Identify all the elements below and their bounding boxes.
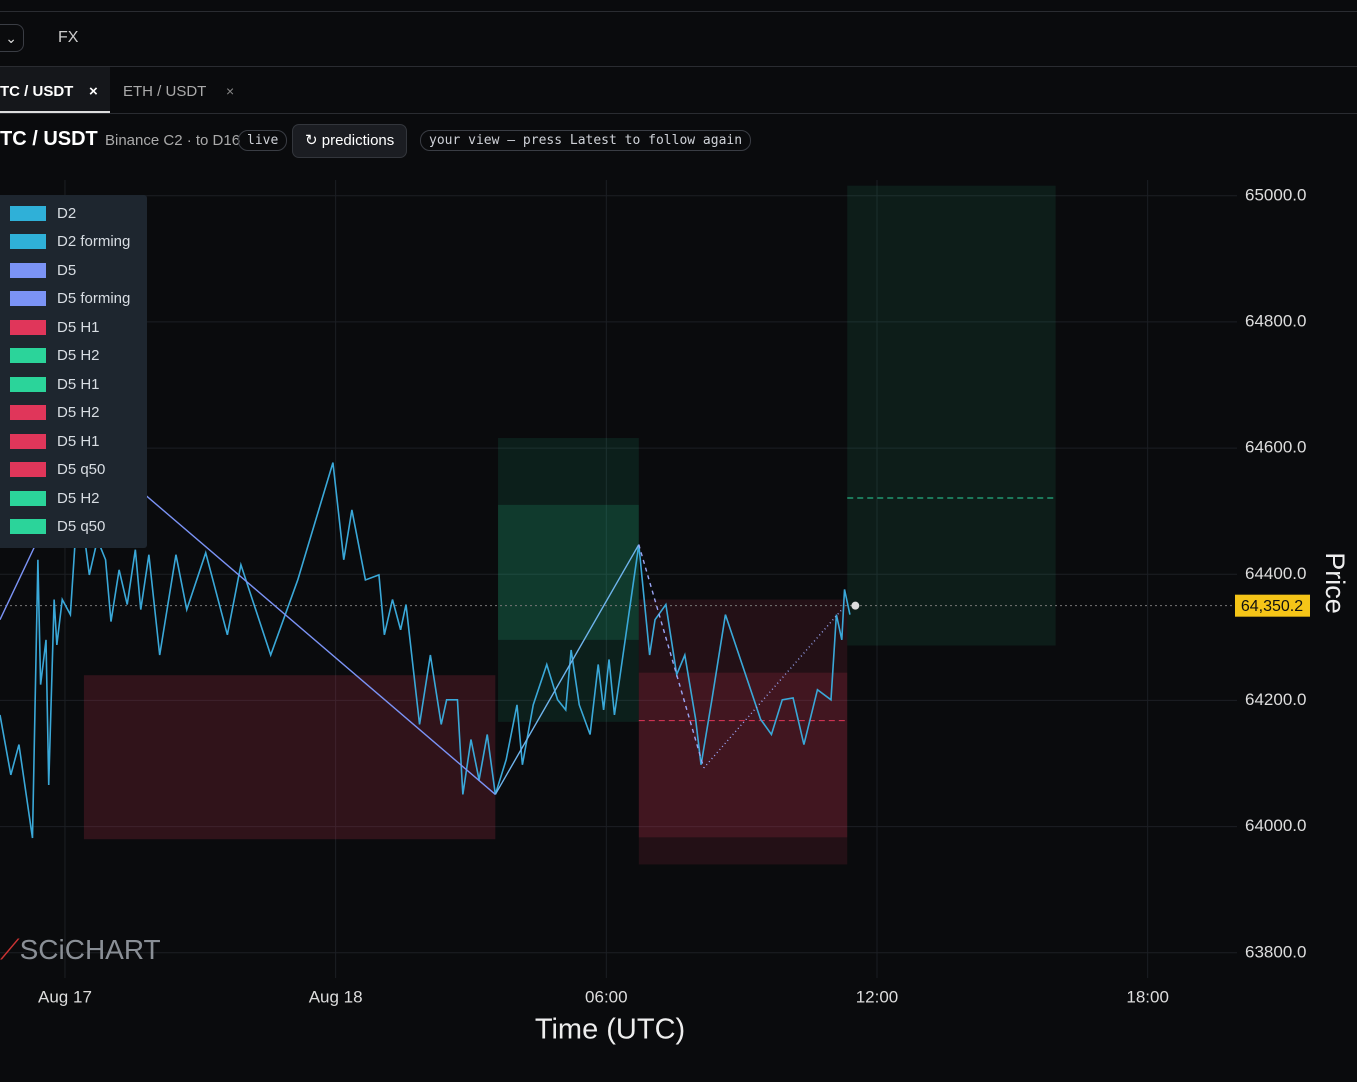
prediction-box <box>498 504 639 640</box>
legend-label: D2 <box>57 204 77 222</box>
y-tick-label: 63800.0 <box>1245 942 1306 961</box>
last-point <box>851 601 860 610</box>
x-axis-title: Time (UTC) <box>535 1014 685 1046</box>
legend-swatch <box>10 490 46 506</box>
watermark: ⟋SCiCHART <box>0 934 161 965</box>
legend-item[interactable]: D5 H2 <box>10 404 100 422</box>
y-tick-label: 64800.0 <box>1245 311 1306 330</box>
legend-label: D5 H1 <box>57 432 100 450</box>
tab-close[interactable]: × <box>226 83 235 99</box>
legend-item[interactable]: D5 q50 <box>10 461 105 479</box>
legend-swatch <box>10 405 46 420</box>
legend-label: D5 H2 <box>57 347 100 364</box>
status: live <box>238 130 288 151</box>
x-tick-label: 06:00 <box>585 987 628 1006</box>
chart: Aug 17 Aug 18 06:00 12:00 18:00 63800.0 64000.… <box>0 180 1350 1046</box>
legend-swatch <box>10 262 46 278</box>
x-tick-label: 18:00 <box>1126 987 1169 1006</box>
prediction-box <box>638 599 848 865</box>
y-tick-label: 64000.0 <box>1245 816 1306 835</box>
legend-swatch <box>10 205 46 221</box>
tab-close[interactable]: × <box>89 83 98 100</box>
legend-swatch <box>10 462 46 477</box>
prediction-box <box>83 675 496 840</box>
legend-swatch <box>10 376 46 392</box>
legend-item[interactable]: D2 <box>10 204 76 222</box>
legend-swatch <box>10 291 46 306</box>
prediction-box <box>847 185 1056 646</box>
y-tick-label: 64200.0 <box>1245 690 1306 709</box>
x-tick-label: Aug 18 <box>309 987 363 1006</box>
symbol: TC / USDT <box>0 128 98 150</box>
legend-item[interactable]: D2 forming <box>10 233 130 251</box>
legend-swatch <box>10 319 46 335</box>
legend: D2 D2 forming D5 D5 forming D5 H1 D5 H2 D5 H1 D… <box>0 195 147 548</box>
legend-label: D5 H1 <box>57 318 100 336</box>
dropdown[interactable]: ⌄ <box>0 24 24 52</box>
legend-item[interactable]: D5 H2 <box>10 489 100 507</box>
prediction-box <box>638 672 848 838</box>
legend-item[interactable]: D5 H1 <box>10 375 100 393</box>
legend-swatch <box>10 234 46 249</box>
menu-fx[interactable]: FX <box>58 29 79 46</box>
view-note: your view — press Latest to follow again <box>420 130 752 151</box>
legend-item[interactable]: D5 H1 <box>10 318 100 336</box>
legend-label: D5 forming <box>57 290 131 307</box>
watermark-text: SCiCHART <box>19 934 161 965</box>
price-line-series <box>638 544 705 769</box>
tabs-border <box>0 113 1357 114</box>
legend-item[interactable]: D5 <box>10 261 76 279</box>
price-badge <box>1235 594 1310 617</box>
x-tick-label: 12:00 <box>856 987 899 1006</box>
legend-item[interactable]: D5 H1 <box>10 432 100 450</box>
tab-label[interactable]: TC / USDT <box>0 83 74 100</box>
legend-label: D5 <box>57 261 77 279</box>
legend-swatch <box>10 348 46 363</box>
predictions-button[interactable]: ↻ predictions <box>292 124 408 158</box>
top-border <box>0 11 1357 12</box>
toolbar-border <box>0 66 1357 67</box>
legend-label: D5 H2 <box>57 404 100 421</box>
legend-item[interactable]: D5 H2 <box>10 347 100 365</box>
legend-item[interactable]: D5 q50 <box>10 518 105 536</box>
legend-swatch <box>10 433 46 449</box>
legend-swatch <box>10 519 46 534</box>
x-tick-label: Aug 17 <box>38 987 92 1006</box>
tab-label[interactable]: ETH / USDT <box>123 83 207 100</box>
y-axis-title: Price <box>1320 552 1350 614</box>
y-tick-label: 64600.0 <box>1245 438 1306 457</box>
legend-item[interactable]: D5 forming <box>10 290 130 308</box>
legend-label: D5 H2 <box>57 489 100 507</box>
y-tick-label: 64400.0 <box>1245 564 1306 583</box>
legend-label: D5 q50 <box>57 461 106 478</box>
price-line-series <box>494 544 640 795</box>
source: Binance C2 · to D16 <box>105 132 241 149</box>
legend-label: D5 H1 <box>57 375 100 393</box>
price-badge-label: 64,350.2 <box>1241 598 1303 615</box>
tab-active[interactable] <box>0 67 110 113</box>
legend-label: D5 q50 <box>57 518 106 535</box>
y-tick-label: 65000.0 <box>1245 185 1306 204</box>
legend-label: D2 forming <box>57 233 131 250</box>
